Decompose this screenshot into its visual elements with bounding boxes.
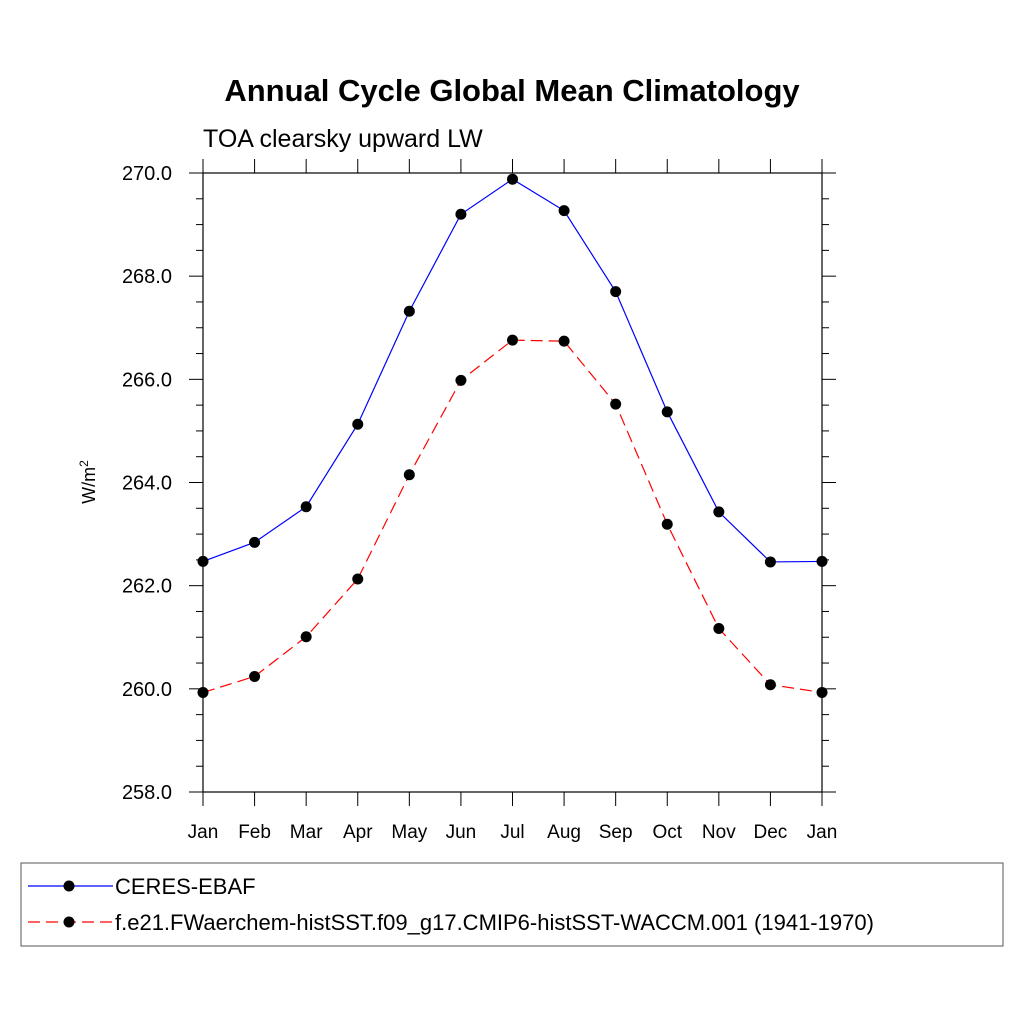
data-point	[610, 398, 622, 410]
legend-label: CERES-EBAF	[115, 874, 256, 899]
data-point	[197, 555, 209, 567]
data-point	[455, 374, 467, 386]
x-tick-label: Jun	[446, 822, 477, 843]
data-point	[610, 286, 622, 298]
data-point	[352, 573, 364, 585]
x-tick-label: Jan	[807, 822, 838, 843]
x-tick-label: Jul	[500, 822, 524, 843]
chart-subtitle: TOA clearsky upward LW	[203, 125, 483, 153]
data-point	[507, 173, 518, 185]
y-tick-label: 258.0	[122, 782, 172, 804]
data-point	[507, 334, 518, 346]
chart-title: Annual Cycle Global Mean Climatology	[224, 73, 800, 108]
data-point	[403, 469, 415, 481]
x-tick-label: Feb	[238, 822, 271, 843]
data-point	[558, 335, 570, 347]
plot-frame	[202, 172, 823, 793]
plot-series	[197, 173, 828, 698]
data-point	[661, 518, 673, 530]
legend: CERES-EBAF f.e21.FWaerchem-histSST.f09_g1…	[20, 862, 1004, 947]
data-point	[300, 501, 312, 513]
series-2	[197, 334, 828, 698]
x-tick-label: Apr	[343, 822, 373, 843]
x-tick-label: Dec	[754, 822, 788, 843]
data-point	[713, 506, 725, 518]
y-axis-label: W/m2	[77, 460, 99, 504]
data-point	[249, 536, 261, 548]
data-point	[816, 555, 828, 567]
x-tick-label: Sep	[599, 822, 633, 843]
data-point	[713, 622, 725, 634]
x-tick-label: Aug	[547, 822, 581, 843]
series-line	[202, 339, 823, 694]
data-point	[764, 556, 776, 568]
data-point	[352, 418, 364, 430]
data-point	[455, 208, 467, 220]
data-point	[816, 686, 828, 698]
x-tick-label: Jan	[188, 822, 219, 843]
y-tick-label: 270.0	[122, 163, 172, 185]
legend-label: f.e21.FWaerchem-histSST.f09_g17.CMIP6-hi…	[115, 910, 874, 935]
y-tick-label: 264.0	[122, 473, 172, 495]
y-tick-label: 260.0	[122, 679, 172, 701]
y-axis-label-text: W/m	[79, 467, 99, 504]
y-axis-label-superscript: 2	[77, 460, 91, 467]
y-tick-label: 262.0	[122, 576, 172, 598]
y-tick-label: 268.0	[122, 266, 172, 288]
plot-axes: 258.0 260.0 262.0 264.0 266.0 268.0 270.0 Jan Fe…	[122, 159, 837, 843]
x-tick-label: May	[391, 822, 427, 843]
legend-box	[20, 862, 1004, 947]
data-point	[300, 631, 312, 643]
x-tick-label: Mar	[290, 822, 323, 843]
y-tick-label: 266.0	[122, 369, 172, 391]
data-point	[249, 670, 261, 682]
legend-marker	[63, 916, 75, 928]
data-point	[661, 406, 673, 418]
series-1	[197, 173, 828, 568]
data-point	[197, 686, 209, 698]
x-tick-label: Nov	[702, 822, 736, 843]
data-point	[764, 679, 776, 691]
series-line	[202, 178, 823, 563]
x-tick-label: Oct	[652, 822, 682, 843]
data-point	[558, 205, 570, 217]
legend-marker	[63, 880, 75, 892]
data-point	[403, 305, 415, 317]
